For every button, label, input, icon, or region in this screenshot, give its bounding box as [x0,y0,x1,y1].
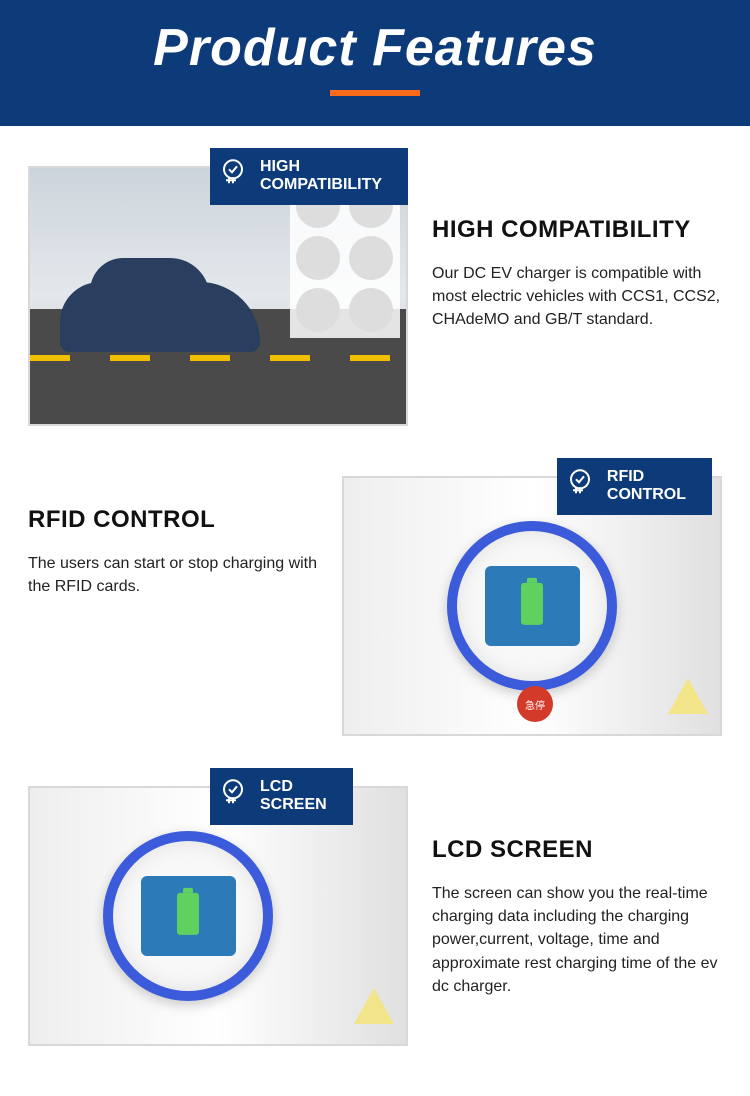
stop-button-icon: 急停 [517,686,553,722]
feature-lcd: LCD SCREEN LCD SCREEN The screen can sho… [28,786,722,1046]
rfid-text: RFID CONTROL The users can start or stop… [28,476,318,598]
feature-compatibility: HIGH COMPATIBILITY HIGH [28,166,722,426]
compatibility-badge: HIGH COMPATIBILITY [210,148,408,205]
compatibility-image-box: HIGH COMPATIBILITY [28,166,408,426]
rfid-image-box: RFID CONTROL 急停 [342,476,722,736]
brand-logo [296,236,340,280]
page-title: Product Features [0,18,750,78]
badge-label: RFID CONTROL [607,468,686,505]
warning-icon [668,678,708,714]
lcd-text: LCD SCREEN The screen can show you the r… [432,786,722,998]
badge-label: LCD SCREEN [260,778,327,815]
compatibility-text: HIGH COMPATIBILITY Our DC EV charger is … [432,166,722,332]
check-plug-icon [220,779,250,814]
feature-desc: The users can start or stop charging wit… [28,552,318,598]
feature-desc: The screen can show you the real-time ch… [432,882,722,998]
warning-icon [354,988,394,1024]
lcd-badge: LCD SCREEN [210,768,353,825]
check-plug-icon [220,159,250,194]
feature-rfid: RFID CONTROL 急停 RFID CONTROL The users c… [28,476,722,736]
lcd-image-box: LCD SCREEN [28,786,408,1046]
car-illustration [30,168,406,424]
brand-logo [349,288,393,332]
feature-desc: Our DC EV charger is compatible with mos… [432,262,722,332]
charger-illustration [30,788,406,1044]
header: Product Features [0,0,750,126]
brand-logo [349,236,393,280]
rfid-badge: RFID CONTROL [557,458,712,515]
brand-logo [296,288,340,332]
feature-title: LCD SCREEN [432,836,722,864]
charger-illustration: 急停 [344,478,720,734]
features-section: HIGH COMPATIBILITY HIGH [0,126,750,1046]
check-plug-icon [567,469,597,504]
feature-title: RFID CONTROL [28,506,318,534]
feature-title: HIGH COMPATIBILITY [432,216,722,244]
title-underline [330,90,420,96]
badge-label: HIGH COMPATIBILITY [260,158,382,195]
